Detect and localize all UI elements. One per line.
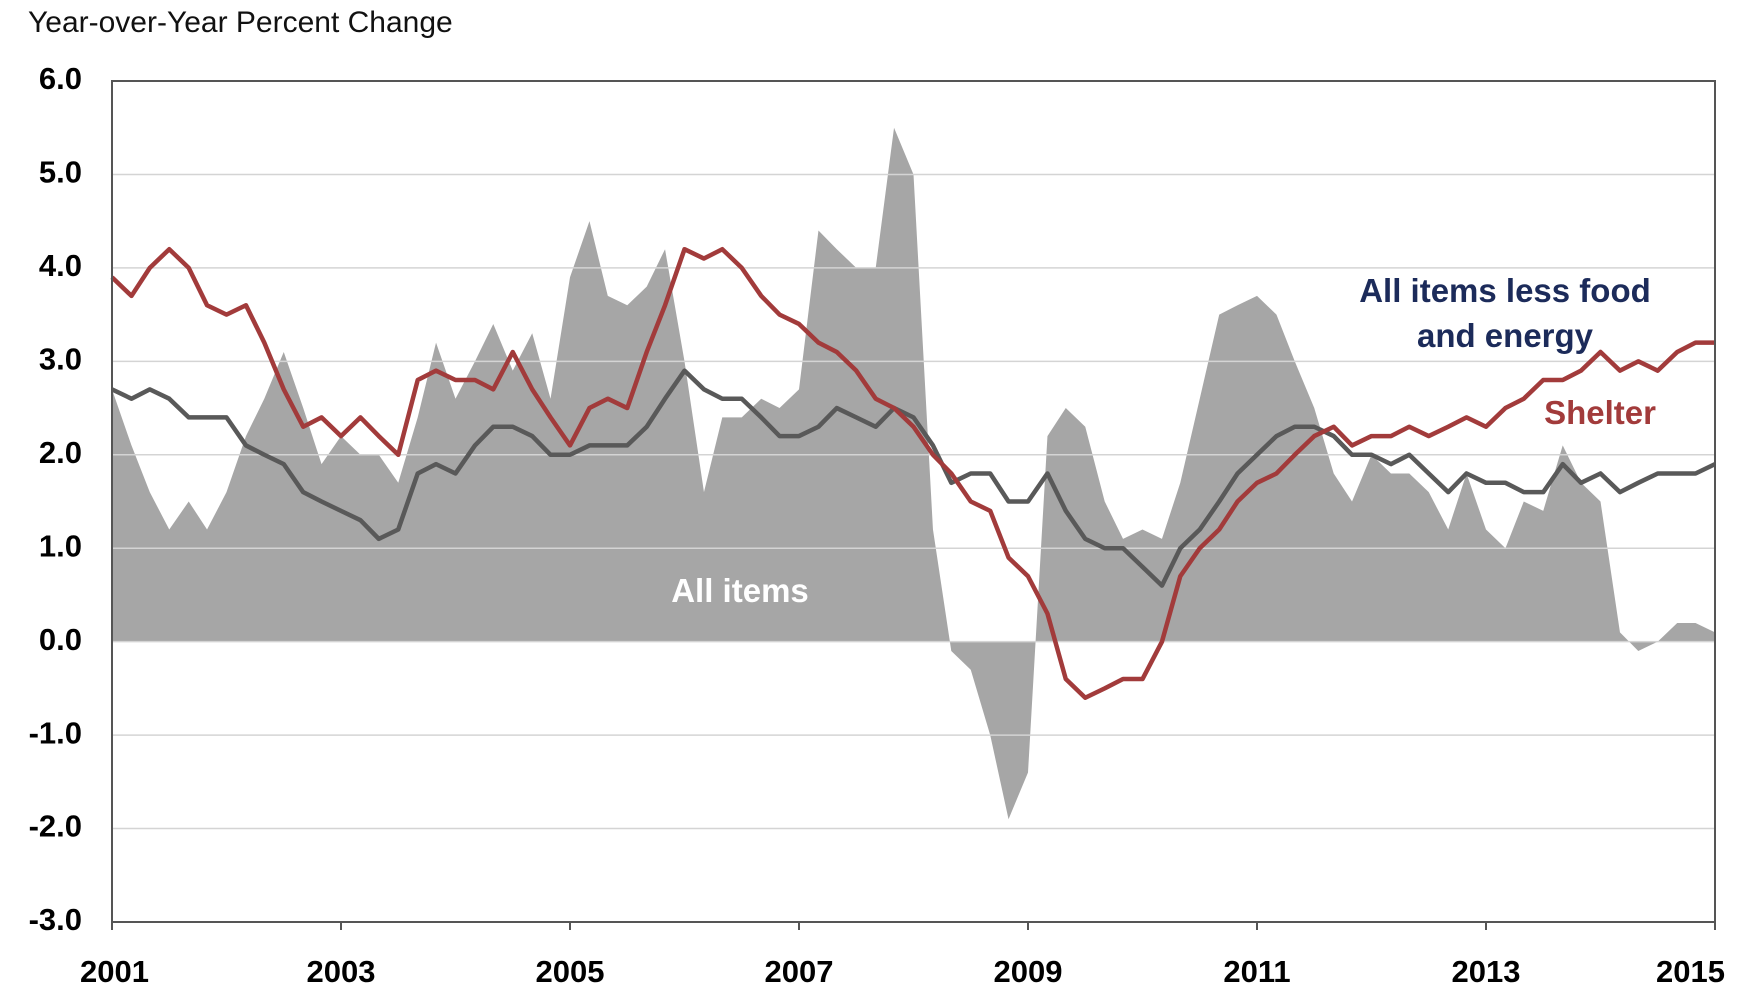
plot-border xyxy=(111,80,1716,923)
y-tick-label: 4.0 xyxy=(39,248,82,283)
line xyxy=(111,368,1716,588)
series-label: All items less food and energy xyxy=(1359,272,1651,354)
x-tick-label: 2007 xyxy=(765,954,834,989)
x-tick-label: 2013 xyxy=(1452,954,1521,989)
y-tick-label: -1.0 xyxy=(29,715,82,750)
series-label: All items xyxy=(671,572,809,609)
y-tick-label: 5.0 xyxy=(39,155,82,190)
y-tick-label: 2.0 xyxy=(39,435,82,470)
x-tick-label: 2003 xyxy=(307,954,376,989)
y-tick-label: 0.0 xyxy=(39,622,82,657)
line xyxy=(110,246,1715,700)
y-tick-label: 1.0 xyxy=(39,528,82,563)
y-tick-label: -2.0 xyxy=(29,809,82,844)
area xyxy=(112,127,1715,820)
y-tick-label: 3.0 xyxy=(39,342,82,377)
chart-title: Year-over-Year Percent Change xyxy=(28,6,453,39)
x-tick-label: 2015 xyxy=(1656,954,1725,989)
y-tick-label: 6.0 xyxy=(39,61,82,96)
y-tick-label: -3.0 xyxy=(29,902,82,937)
x-tick-label: 2001 xyxy=(80,954,149,989)
series-label: Shelter xyxy=(1544,394,1656,431)
x-tick-label: 2009 xyxy=(994,954,1063,989)
x-tick-label: 2005 xyxy=(536,954,605,989)
x-tick-label: 2011 xyxy=(1223,954,1290,989)
